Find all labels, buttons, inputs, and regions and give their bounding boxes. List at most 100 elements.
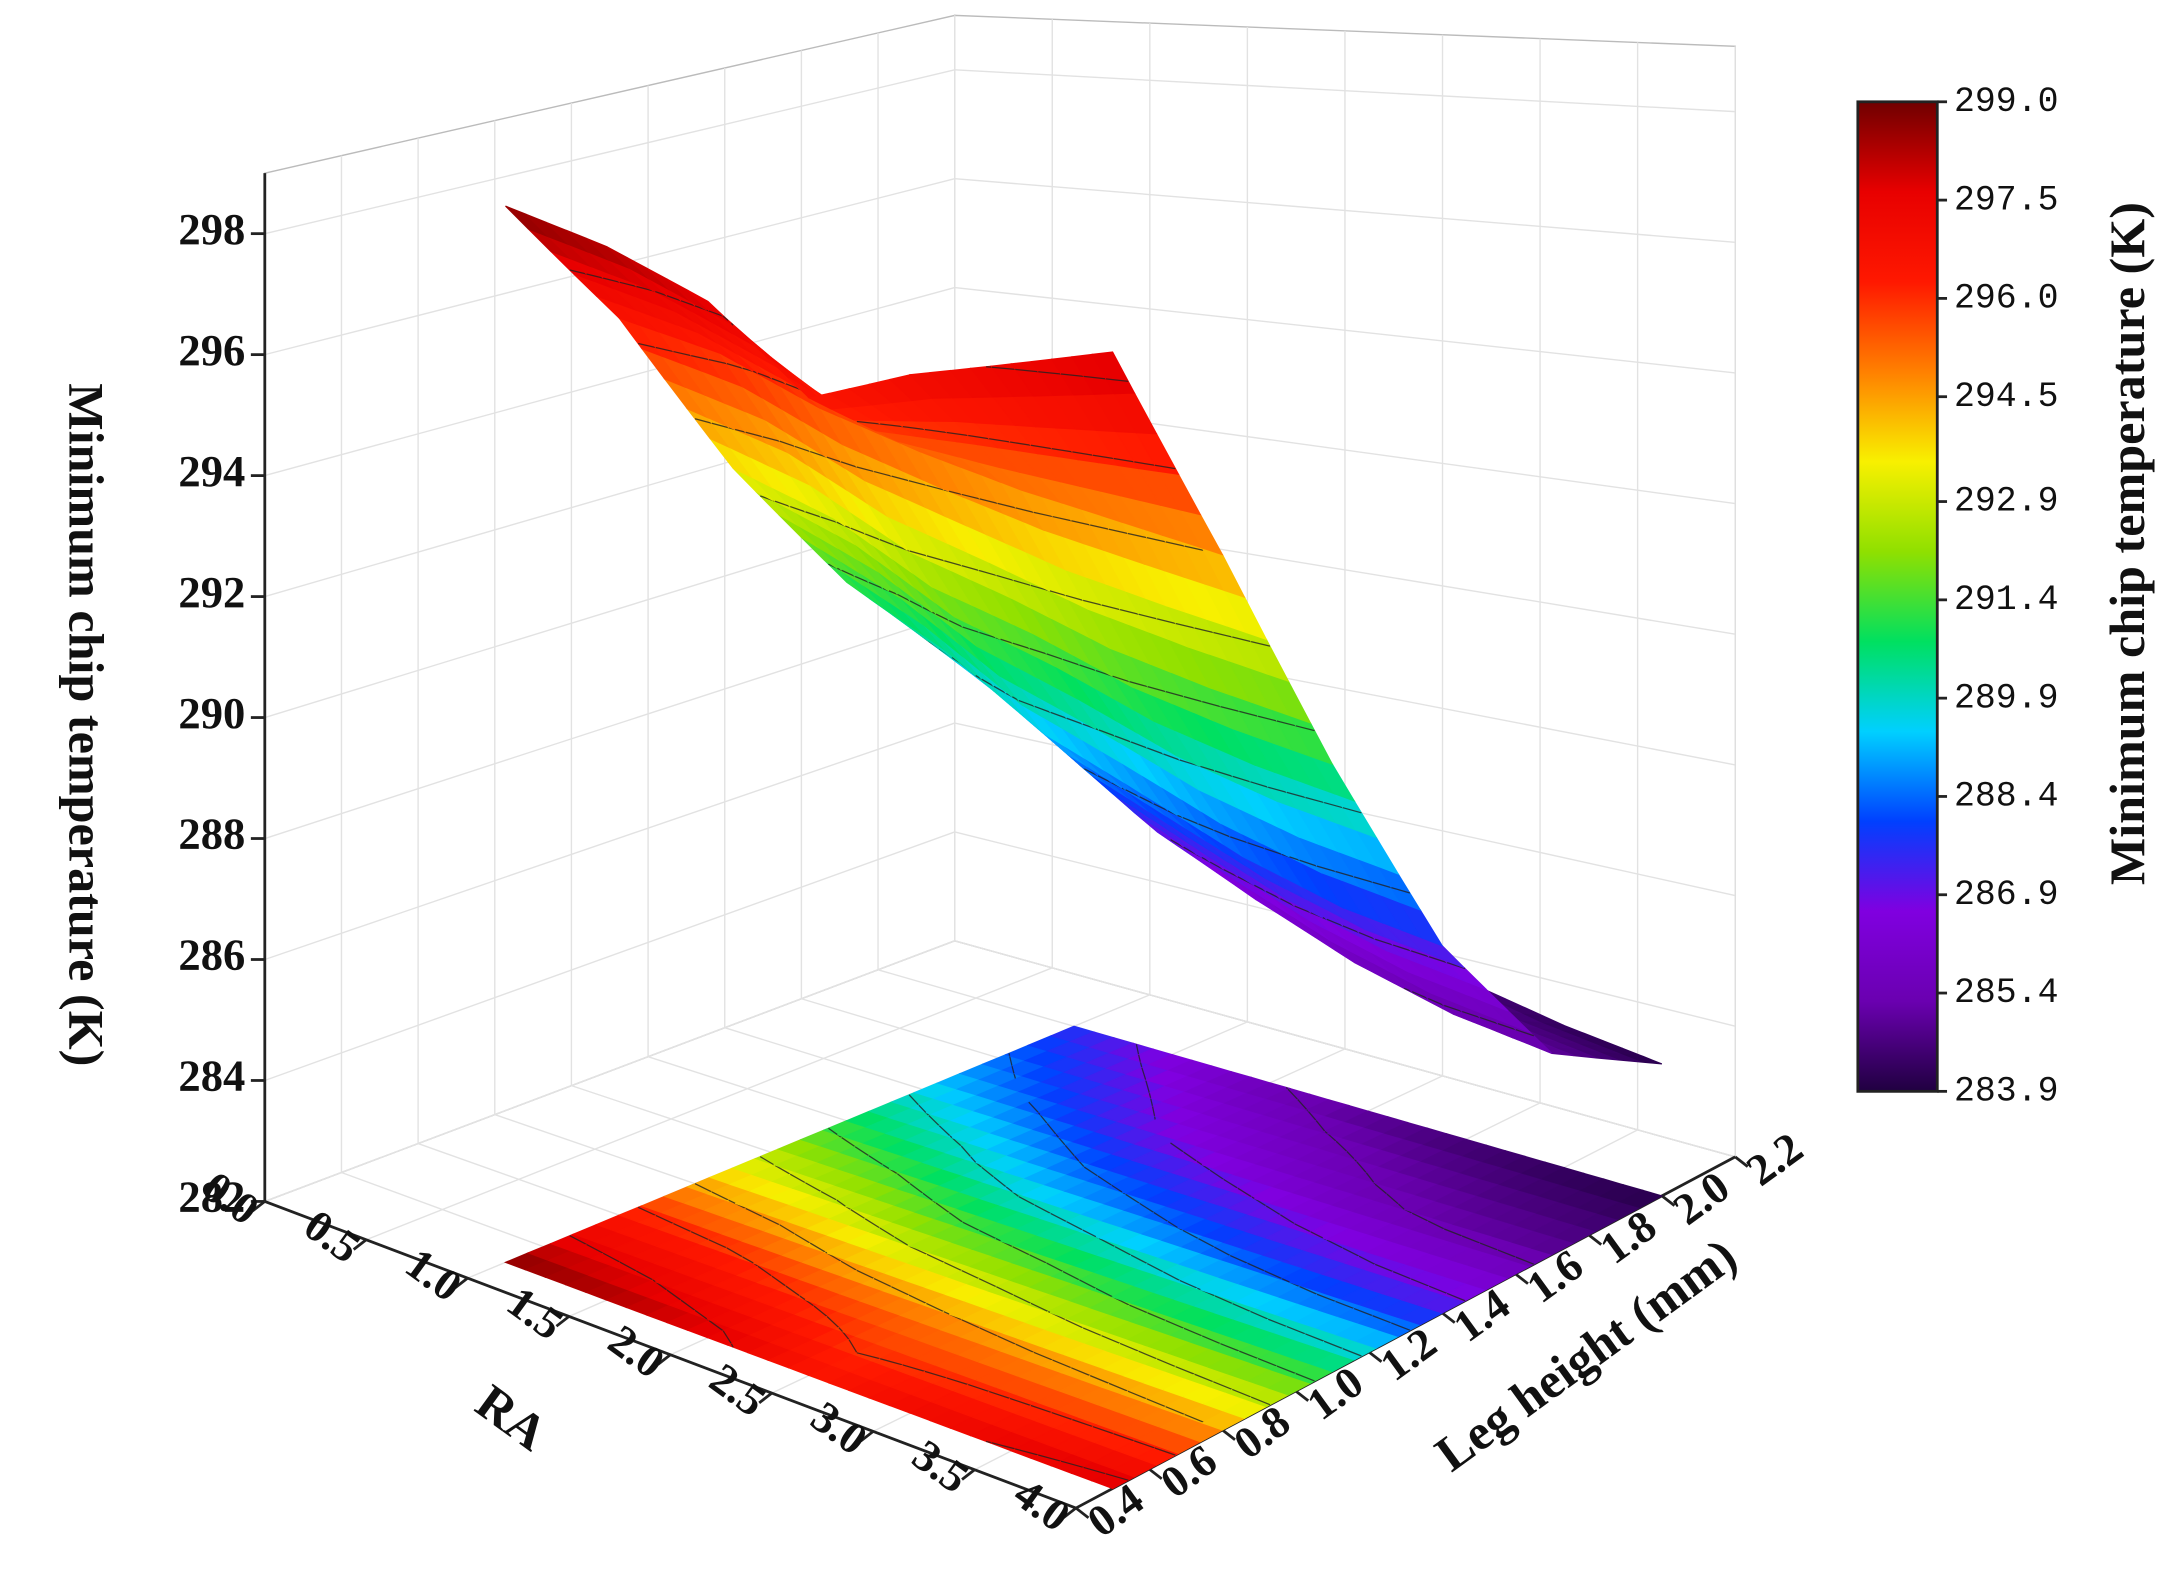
tick-mark xyxy=(1368,1350,1383,1363)
contour-line xyxy=(1092,1426,1114,1435)
contour-line xyxy=(799,1295,806,1301)
tick-mark xyxy=(1075,1506,1090,1519)
z-tick-label: 290 xyxy=(178,688,245,738)
contour-line xyxy=(762,1216,781,1226)
contour-line xyxy=(805,1182,822,1193)
contour-line xyxy=(1008,1053,1011,1056)
contour-line xyxy=(908,1294,927,1304)
tick-mark xyxy=(1734,1155,1749,1168)
contour-line xyxy=(774,1164,791,1175)
contour-line xyxy=(1013,1294,1032,1304)
contour-line xyxy=(728,1199,736,1204)
contour-line xyxy=(944,1261,962,1272)
contour-line xyxy=(988,1390,1011,1400)
z-tick-label: 288 xyxy=(178,809,245,859)
colorbar-tick-label: 288.4 xyxy=(1954,778,2059,817)
contour-line xyxy=(854,1146,870,1157)
contour-line xyxy=(1065,1319,1084,1329)
contour-line xyxy=(785,1285,801,1297)
contour-line xyxy=(759,1156,774,1166)
contour-line xyxy=(981,1166,995,1178)
contour-line xyxy=(1101,1335,1121,1345)
contour-line xyxy=(968,1383,990,1393)
contour-line xyxy=(873,1277,892,1288)
z-tick-label: 282 xyxy=(178,1172,245,1222)
contour-line xyxy=(569,1235,587,1246)
contour-line xyxy=(909,1245,928,1255)
contour-line xyxy=(924,1370,947,1379)
contour-line xyxy=(680,1299,696,1311)
contour-line xyxy=(1030,1302,1049,1313)
contour-line xyxy=(825,1251,828,1254)
tick-mark xyxy=(1062,1506,1077,1519)
colorbar xyxy=(1856,100,1939,1093)
contour-line xyxy=(848,1339,858,1354)
contour-line xyxy=(909,1183,924,1194)
grid-line xyxy=(954,940,1736,1158)
contour-line xyxy=(1052,1359,1072,1369)
grid-line xyxy=(365,967,1053,1241)
grid-line xyxy=(264,831,955,1082)
contour-line xyxy=(1183,1327,1203,1337)
grid-line xyxy=(264,940,955,1203)
contour-line xyxy=(993,1176,1007,1188)
contour-line xyxy=(935,1202,950,1214)
contour-line xyxy=(879,1227,895,1238)
contour-line xyxy=(586,1243,604,1254)
colorbar-tick-label: 289.9 xyxy=(1954,679,2059,718)
contour-line xyxy=(978,1278,997,1288)
tick-mark xyxy=(961,1468,976,1481)
contour-line xyxy=(836,1199,846,1207)
contour-line xyxy=(1239,1350,1259,1360)
contour-line xyxy=(850,1209,866,1220)
contour-line xyxy=(1127,1390,1148,1400)
contour-line xyxy=(1082,1327,1102,1337)
contour-line xyxy=(856,1269,875,1280)
contour-line xyxy=(841,1137,856,1148)
z-tick-label: 294 xyxy=(178,446,245,496)
contour-line xyxy=(1051,1411,1073,1421)
contour-line xyxy=(1089,1375,1110,1384)
grid-line xyxy=(264,69,955,235)
tick-mark xyxy=(1661,1194,1676,1207)
contour-line xyxy=(894,1236,908,1246)
grid-line xyxy=(264,286,955,477)
contour-line xyxy=(1113,1433,1135,1442)
contour-line xyxy=(991,1442,1016,1450)
contour-line xyxy=(1005,1186,1013,1193)
grid-line xyxy=(264,722,955,961)
contour-line xyxy=(711,1191,729,1201)
contour-line xyxy=(1138,1350,1158,1360)
contour-line xyxy=(794,1233,811,1244)
contour-line xyxy=(1276,1365,1296,1375)
contour-line xyxy=(1129,1304,1148,1314)
contour-line xyxy=(828,1127,838,1136)
z-tick-label: 286 xyxy=(178,930,245,980)
contour-line xyxy=(820,1190,838,1201)
contour-line xyxy=(673,1222,692,1233)
tick-mark xyxy=(1148,1467,1163,1480)
contour-line xyxy=(1105,1473,1129,1481)
contour-line xyxy=(838,1327,843,1332)
contour-line xyxy=(742,1256,754,1264)
contour-line xyxy=(902,1364,926,1372)
tick-mark xyxy=(352,1238,368,1251)
contour-line xyxy=(1108,1382,1129,1392)
contour-line xyxy=(1154,1447,1176,1456)
colorbar-tick-label: 283.9 xyxy=(1954,1073,2059,1112)
contour-line xyxy=(996,1286,1014,1296)
contour-line xyxy=(1072,1419,1094,1428)
axis-line xyxy=(264,1200,1077,1510)
contour-line xyxy=(962,1221,980,1231)
contour-line xyxy=(690,1231,710,1241)
contour-line xyxy=(826,1316,840,1329)
contour-line xyxy=(1047,1310,1051,1313)
colorbar-tick-label: 296.0 xyxy=(1954,280,2059,319)
tick-mark xyxy=(656,1353,672,1366)
y-tick-label: 2.2 xyxy=(1737,1122,1811,1195)
contour-line xyxy=(813,1305,828,1318)
contour-line xyxy=(891,1286,910,1296)
tick-mark xyxy=(1514,1272,1529,1285)
contour-line xyxy=(926,1302,945,1313)
contour-line xyxy=(771,1275,787,1287)
